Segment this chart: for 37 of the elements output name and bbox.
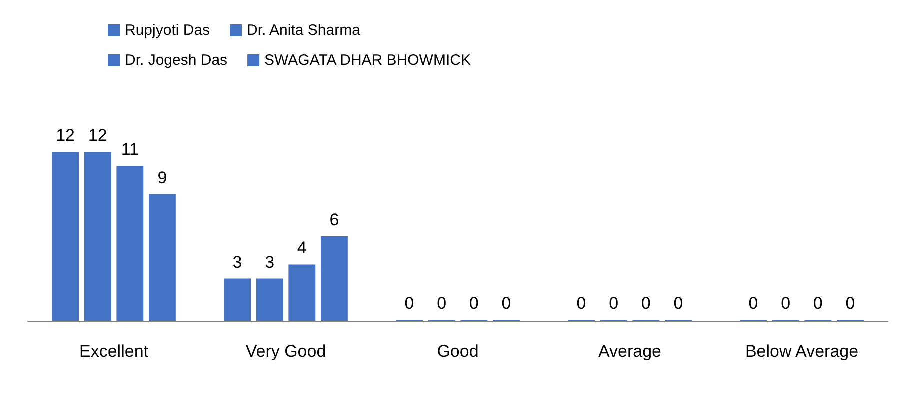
legend-label: Rupjyoti Das	[125, 22, 210, 39]
data-label: 0	[846, 294, 856, 313]
data-label: 9	[158, 168, 168, 188]
data-label: 0	[748, 294, 758, 313]
data-label: 12	[56, 126, 75, 146]
data-label: 0	[502, 294, 512, 313]
x-tick-label: Excellent	[80, 342, 149, 361]
bar	[52, 152, 79, 321]
bar	[224, 278, 251, 321]
data-label: 0	[641, 294, 651, 313]
data-label: 0	[674, 294, 684, 313]
data-label: 0	[781, 294, 791, 313]
data-label: 4	[297, 238, 307, 258]
x-tick-label: Average	[598, 342, 662, 361]
x-tick-label: Very Good	[246, 342, 326, 361]
bar	[84, 152, 112, 321]
data-label: 11	[121, 140, 139, 160]
data-label: 0	[469, 294, 479, 313]
data-label: 0	[437, 294, 447, 313]
data-label: 0	[404, 294, 414, 313]
bar	[288, 264, 316, 321]
bar	[116, 166, 144, 321]
legend-label: Dr. Jogesh Das	[125, 52, 228, 69]
x-tick-label: Below Average	[745, 342, 859, 361]
data-label: 0	[609, 294, 619, 313]
data-label: 3	[265, 252, 275, 272]
data-label: 6	[330, 210, 340, 230]
data-label: 0	[813, 294, 823, 313]
x-tick-label: Good	[437, 342, 479, 361]
data-label: 0	[576, 294, 586, 313]
legend-label: SWAGATA DHAR BHOWMICK	[264, 52, 471, 69]
data-label: 12	[88, 126, 108, 146]
legend-label: Dr. Anita Sharma	[247, 22, 362, 39]
data-label: 3	[232, 252, 242, 272]
bar	[321, 236, 348, 321]
bar	[256, 278, 284, 321]
bar	[149, 194, 176, 321]
